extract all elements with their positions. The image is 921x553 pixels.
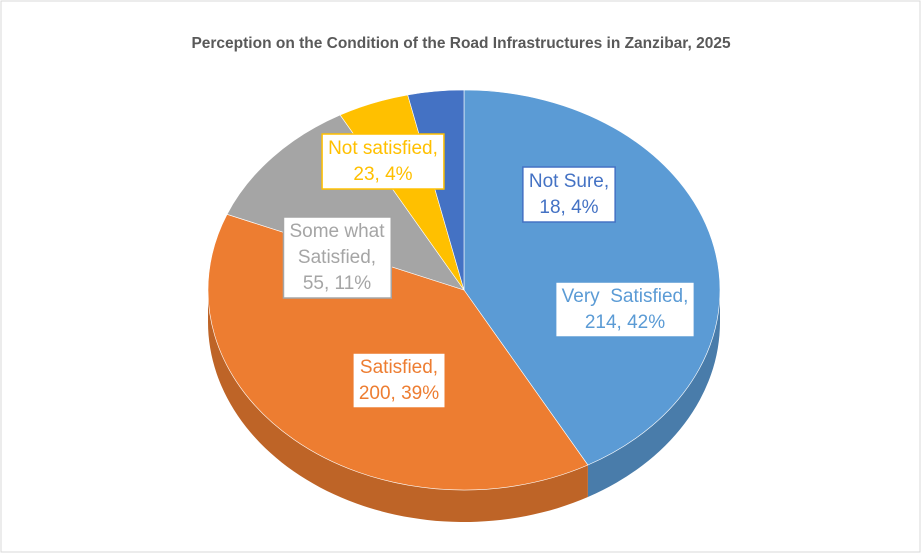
label-value: 23, 4% xyxy=(353,164,412,185)
label-category: Some what Satisfied, xyxy=(289,221,385,268)
label-box xyxy=(522,166,616,223)
label-box xyxy=(321,133,445,190)
pie-slice xyxy=(226,114,465,291)
label-category: Not Sure, xyxy=(529,171,609,192)
label-category: Not satisfied, xyxy=(328,138,438,159)
data-label: Very Satisfied, 214, 42% xyxy=(554,281,696,338)
data-label: Not Sure, 18, 4% xyxy=(522,166,616,223)
chart-title: Perception on the Condition of the Road … xyxy=(191,35,731,52)
label-value: 214, 42% xyxy=(585,312,665,333)
label-value: 200, 39% xyxy=(359,383,439,404)
data-label: Satisfied, 200, 39% xyxy=(352,352,446,409)
slice-side xyxy=(587,290,720,498)
label-value: 18, 4% xyxy=(539,197,598,218)
data-label: Not satisfied, 23, 4% xyxy=(321,133,445,190)
label-category: Very Satisfied, xyxy=(562,286,689,307)
label-box xyxy=(282,216,392,299)
data-label: Some what Satisfied, 55, 11% xyxy=(282,216,392,299)
label-box xyxy=(554,281,696,338)
label-value: 55, 11% xyxy=(303,273,371,294)
slice-side xyxy=(208,290,588,522)
label-category: Satisfied, xyxy=(360,357,438,378)
label-box xyxy=(352,352,446,409)
